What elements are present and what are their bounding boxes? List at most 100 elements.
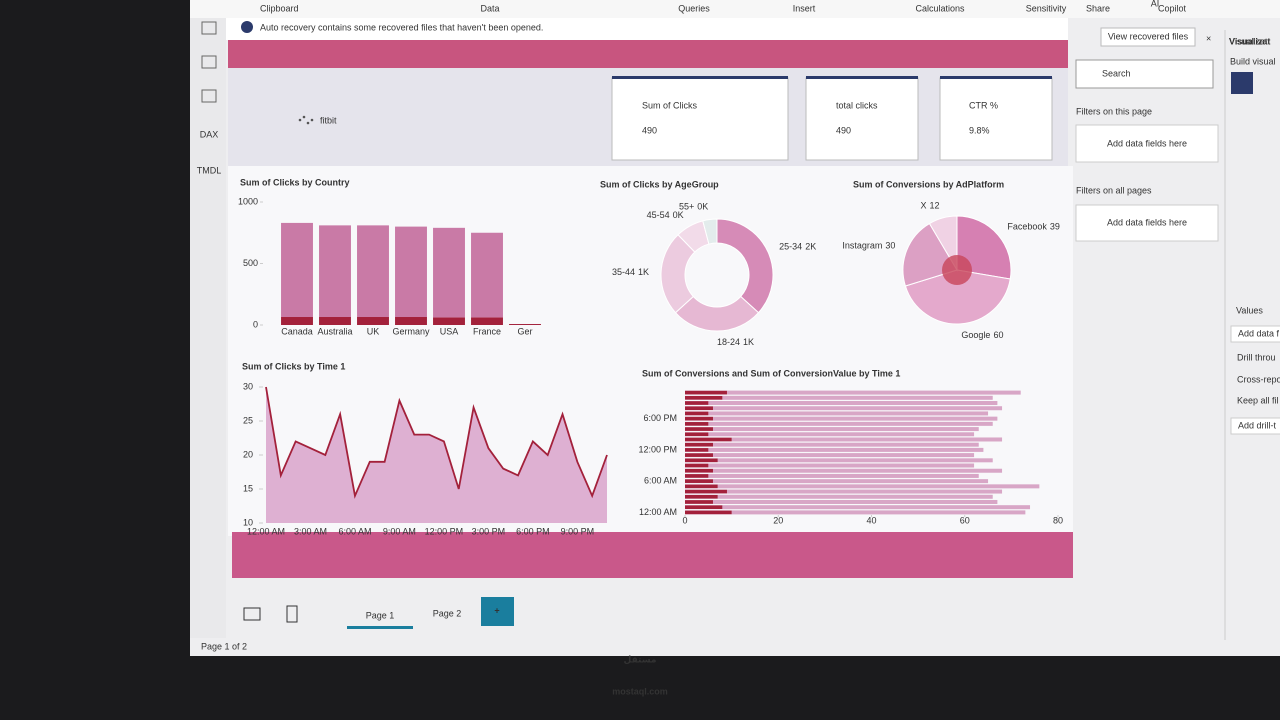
pane-text: Visualizat (1229, 36, 1270, 46)
drop-zone[interactable] (1075, 124, 1219, 163)
nav-label: DAX (200, 129, 219, 139)
left-nav (190, 18, 226, 638)
x-tick-label: France (473, 326, 501, 336)
bar (685, 432, 709, 437)
recover-button[interactable] (1100, 27, 1196, 47)
drop-zone[interactable] (1230, 417, 1280, 435)
pane-text: Values (1236, 305, 1263, 315)
data-label: 18-24 1K (717, 337, 754, 347)
slice (928, 215, 958, 272)
slice (702, 218, 718, 245)
category-label: 55+ (679, 202, 694, 212)
close-icon[interactable]: × (1206, 33, 1211, 43)
ribbon-label: Copilot (1158, 3, 1187, 13)
card-label: total clicks (836, 100, 878, 110)
ribbon-label: Share (1086, 3, 1110, 13)
bar (685, 458, 993, 463)
pie-center (942, 255, 972, 285)
card (611, 77, 789, 161)
category-label: 18-24 (717, 337, 740, 347)
chart-title: Sum of Clicks by Country (240, 177, 350, 187)
x-tick-label: 3:00 PM (472, 526, 506, 536)
model-icon[interactable] (201, 89, 217, 103)
y-tick-label: 30 (243, 381, 253, 391)
bar-segment (433, 227, 465, 318)
value-label: 1K (638, 267, 649, 277)
status-text: Page 1 of 2 (201, 641, 247, 651)
bar (685, 390, 1021, 395)
value-label: 39 (1050, 222, 1060, 232)
bar (685, 395, 993, 400)
bar-segment (509, 324, 541, 325)
bar (685, 468, 1003, 473)
y-tick-label: 10 (243, 517, 253, 527)
bar (685, 442, 713, 447)
notice-button: View recovered files (1108, 31, 1189, 41)
header-band (228, 40, 1068, 68)
bar-segment (433, 317, 465, 325)
category-label: 45-54 (647, 210, 670, 220)
pane-text: Visualizat (1229, 36, 1268, 46)
notice-text: Auto recovery contains some recovered fi… (260, 22, 543, 32)
bar (685, 468, 713, 473)
drop-zone[interactable] (1075, 204, 1219, 242)
ribbon-label: Data (480, 3, 499, 13)
x-tick-label: 9:00 AM (383, 526, 416, 536)
ribbon-label: Sensitivity (1026, 3, 1067, 13)
chart-title: Sum of Clicks by Time 1 (242, 361, 345, 371)
table-icon[interactable] (201, 55, 217, 69)
bar (685, 416, 713, 421)
value-label: 2K (805, 242, 816, 252)
value-label: 12 (930, 201, 940, 211)
viz-icon[interactable] (1231, 72, 1253, 94)
x-tick-label: Germany (392, 326, 430, 336)
watermark: مستقل (624, 654, 657, 664)
x-tick-label: 12:00 AM (247, 526, 285, 536)
ribbon-label: AI (1151, 0, 1160, 8)
chart-title: Sum of Conversions and Sum of Conversion… (642, 368, 900, 378)
search-box[interactable] (1075, 59, 1214, 89)
pane-text: Filters on all pages (1076, 185, 1152, 195)
y-tick-label: 12:00 PM (638, 444, 677, 454)
pane-text: Add data fields here (1107, 217, 1187, 227)
bar-segment (395, 317, 427, 325)
bar-segment (471, 232, 503, 318)
drop-zone[interactable] (1230, 325, 1280, 343)
bar-segment (357, 317, 389, 325)
bar (685, 489, 1003, 494)
card-accent (612, 76, 788, 79)
data-label: 55+ 0K (679, 202, 708, 212)
bar (685, 406, 713, 411)
bar-segment (471, 317, 503, 325)
bar (685, 458, 718, 463)
bar (685, 484, 1040, 489)
bar (685, 463, 975, 468)
report-icon[interactable] (201, 21, 217, 35)
pane-text: Add drill-t (1238, 420, 1277, 430)
y-tick-label: 6:00 PM (643, 413, 677, 423)
category-label: X (921, 201, 927, 211)
footer-band (232, 532, 1073, 578)
slice (956, 215, 1012, 280)
card-label: CTR % (969, 100, 998, 110)
bar (685, 411, 709, 416)
phone-icon[interactable] (286, 605, 298, 623)
bar (685, 448, 709, 452)
bar (685, 390, 727, 395)
info-icon (241, 21, 253, 33)
card-label: Sum of Clicks (642, 100, 698, 110)
y-tick-label: 6:00 AM (644, 476, 677, 486)
add-page-button[interactable] (481, 597, 514, 626)
y-tick-label: 0 (253, 319, 258, 329)
line (265, 386, 608, 499)
pane-text: Drill throu (1237, 352, 1276, 362)
card-accent (806, 76, 918, 79)
logo: fitbit (320, 115, 337, 125)
data-label: 45-54 0K (647, 210, 684, 220)
category-label: Instagram (842, 241, 882, 251)
bar (685, 401, 998, 406)
y-tick-label: 500 (243, 258, 258, 268)
bar (685, 479, 989, 484)
desktop-icon[interactable] (243, 607, 261, 621)
